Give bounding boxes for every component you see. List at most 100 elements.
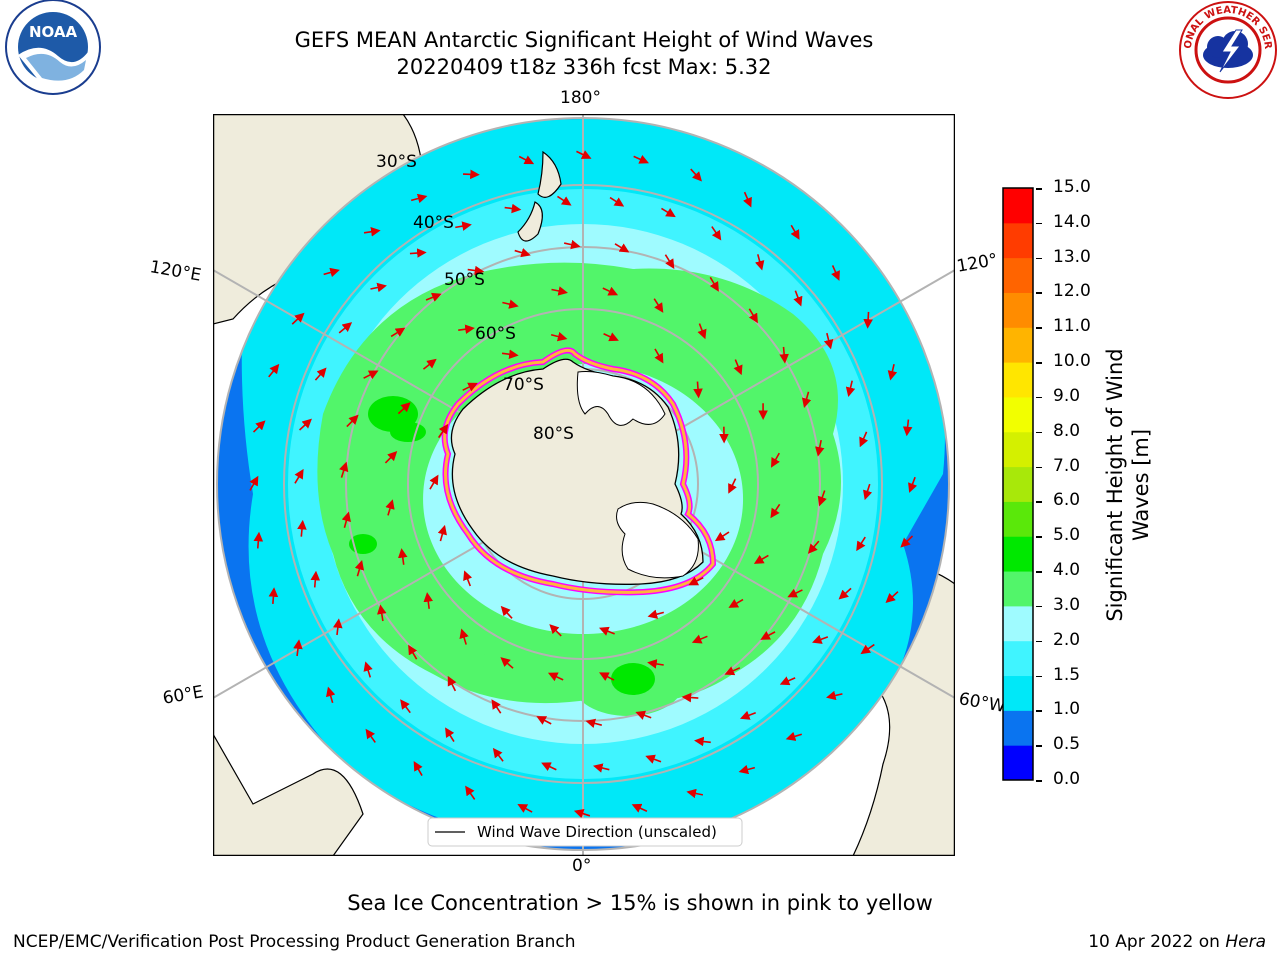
footer-date-text: 10 Apr 2022 on	[1088, 932, 1220, 952]
wind-direction-arrows	[249, 150, 918, 819]
wind-wave-arrow	[755, 254, 765, 271]
wind-wave-arrow	[598, 626, 615, 636]
wind-wave-arrow	[447, 675, 457, 692]
noaa-logo-text: NOAA	[29, 23, 78, 41]
colorbar-tick-mark	[1036, 605, 1042, 608]
wind-wave-arrow	[688, 576, 704, 586]
wind-wave-arrow	[863, 483, 873, 501]
wind-wave-arrow	[681, 692, 699, 703]
wind-wave-arrow	[385, 499, 395, 516]
colorbar-tick-mark	[1036, 710, 1042, 712]
wind-wave-arrow	[410, 193, 428, 204]
colorbar-tick-label: 6.0	[1053, 490, 1081, 511]
wind-wave-arrow	[860, 643, 875, 655]
colorbar-swatch	[1003, 605, 1033, 642]
wind-wave-arrow	[437, 423, 449, 439]
wind-wave-arrow	[467, 265, 485, 276]
colorbar-tick-mark	[1036, 675, 1042, 678]
wind-wave-arrow	[647, 659, 664, 669]
lon-label-0: 0°	[572, 856, 592, 876]
colorbar-tick-mark	[1036, 431, 1042, 434]
wind-wave-arrow	[291, 312, 305, 325]
colorbar-tick-mark	[1036, 396, 1042, 399]
colorbar-tick-label: 8.0	[1053, 420, 1081, 441]
colorbar-tick-label: 15.0	[1053, 177, 1091, 197]
colorbar-swatch	[1003, 257, 1033, 293]
wind-wave-arrow	[743, 191, 752, 208]
wind-wave-arrow	[787, 588, 803, 598]
wind-wave-arrow	[437, 524, 447, 542]
colorbar-swatch	[1003, 431, 1033, 468]
wind-wave-arrow	[661, 207, 676, 218]
wind-wave-arrow	[576, 150, 592, 159]
wind-wave-arrow	[760, 631, 776, 640]
wind-wave-arrow	[709, 276, 719, 292]
wind-wave-arrow	[551, 286, 568, 296]
wind-wave-arrow	[807, 540, 820, 554]
wind-wave-arrow	[739, 710, 756, 720]
colorbar-tick-mark	[1036, 536, 1042, 538]
wind-wave-arrow	[738, 764, 756, 775]
colorbar-tick-label: 13.0	[1053, 246, 1091, 267]
wind-wave-arrow	[691, 634, 708, 644]
wind-wave-arrow	[770, 452, 780, 468]
wind-wave-arrow	[585, 718, 602, 728]
wind-wave-arrow	[463, 570, 473, 587]
wind-wave-arrow	[504, 203, 522, 214]
wind-wave-arrow	[908, 476, 918, 493]
map-title: GEFS MEAN Antarctic Significant Height o…	[294, 28, 874, 52]
colorbar-tick-label: 11.0	[1053, 316, 1091, 337]
wind-wave-arrow	[341, 511, 351, 528]
wind-wave-arrow	[310, 570, 321, 588]
wind-wave-arrow	[423, 592, 434, 609]
colorbar-tick-mark	[1036, 188, 1042, 190]
wind-wave-arrow	[573, 809, 591, 819]
wind-wave-arrow	[748, 308, 758, 324]
colorbar-tick-label: 10.0	[1053, 351, 1091, 372]
wind-wave-arrow	[557, 195, 572, 206]
colorbar-tick-mark	[1036, 501, 1042, 503]
wind-wave-arrow	[346, 414, 359, 428]
wind-wave-arrow	[831, 265, 840, 281]
wind-wave-arrow	[547, 672, 564, 682]
wind-wave-arrow	[779, 676, 796, 686]
wind-wave-arrow	[365, 728, 376, 743]
colorbar-label-line2: Waves [m]	[1129, 428, 1153, 542]
wind-wave-arrow	[377, 604, 387, 622]
colorbar-tick-label: 5.0	[1053, 525, 1081, 546]
wind-wave-arrow	[363, 227, 381, 237]
wind-wave-arrow	[384, 451, 398, 464]
wind-wave-arrow	[541, 762, 557, 772]
wind-wave-arrow	[563, 239, 581, 250]
colorbar-tick-mark	[1036, 222, 1042, 225]
colorbar-swatch	[1003, 640, 1033, 677]
colorbar-label: Significant Height of Wind Waves [m]	[1102, 348, 1154, 621]
wind-wave-arrow	[413, 761, 423, 776]
wind-wave-arrow	[614, 243, 630, 253]
wind-wave-arrow	[603, 332, 619, 342]
colorbar-swatch	[1003, 675, 1033, 711]
colorbar-tick-label: 9.0	[1053, 385, 1081, 406]
lon-label-60e: 60°E	[161, 682, 205, 709]
wind-wave-arrow	[609, 196, 625, 207]
wind-wave-arrow	[845, 380, 856, 397]
wind-wave-arrow	[753, 554, 769, 564]
wind-wave-arrow	[492, 747, 504, 762]
lon-label-180: 180°	[560, 88, 601, 108]
noaa-logo: NOAA	[0, 0, 110, 114]
wind-wave-arrow	[887, 363, 898, 381]
wind-wave-arrow	[728, 598, 744, 608]
colorbar-tick-mark	[1036, 292, 1042, 294]
colorbar-swatch	[1003, 222, 1033, 259]
colorbar-tick-mark	[1036, 466, 1042, 469]
wind-wave-arrow	[900, 535, 914, 548]
wind-wave-arrow	[697, 323, 707, 340]
colorbar	[1002, 187, 1034, 781]
colorbar-swatch	[1003, 292, 1033, 328]
wind-wave-arrow	[817, 490, 827, 507]
wind-wave-arrow	[536, 716, 552, 725]
wind-wave-arrow	[501, 349, 519, 360]
lon-label-120w: 120°	[955, 250, 1000, 277]
wind-wave-arrow	[445, 727, 455, 742]
wind-wave-arrow	[647, 609, 665, 619]
